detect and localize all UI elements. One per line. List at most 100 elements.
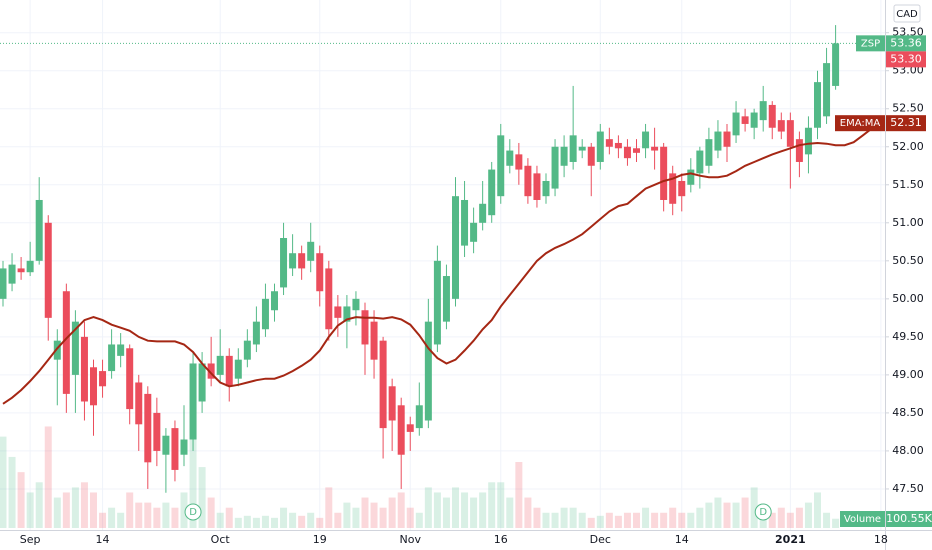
volume-bar: [795, 507, 803, 528]
volume-bar: [651, 512, 659, 528]
volume-layer: [0, 396, 840, 528]
candle-body: [551, 146, 559, 189]
candle-body: [35, 199, 43, 261]
volume-bar: [578, 512, 586, 528]
candle-body: [442, 276, 450, 322]
candle-body: [162, 435, 170, 455]
volume-bar: [633, 512, 640, 528]
volume-bar: [379, 507, 387, 528]
candle-body: [126, 348, 134, 410]
candle-body: [298, 253, 306, 269]
volume-bar: [0, 436, 7, 528]
volume-bar: [135, 502, 143, 528]
candle-body: [415, 405, 423, 429]
candle-body: [379, 340, 387, 429]
volume-bar: [768, 512, 776, 528]
volume-bar: [53, 497, 61, 528]
volume-bar: [723, 502, 731, 528]
volume-bar: [623, 512, 631, 528]
price-tag-value: 52.31: [890, 116, 922, 129]
candle-body: [53, 340, 61, 360]
volume-bar: [832, 518, 840, 528]
volume-bar: [461, 492, 469, 528]
candle-body: [623, 146, 631, 159]
candle-body: [171, 428, 179, 470]
volume-bar: [814, 492, 821, 528]
volume-bar: [80, 482, 88, 528]
candle-body: [470, 222, 478, 242]
candle-body: [99, 371, 107, 387]
volume-bar: [126, 492, 134, 528]
candle-body: [225, 355, 233, 387]
candle-body: [605, 139, 613, 147]
candle-body: [687, 169, 695, 185]
candle-body: [433, 260, 441, 345]
volume-bar: [415, 512, 423, 528]
volume-bar: [605, 512, 613, 528]
candle-body: [370, 321, 378, 360]
volume-bar: [614, 515, 622, 528]
candle-body: [768, 104, 776, 128]
volume-bar: [117, 512, 125, 528]
volume-bar: [252, 517, 260, 528]
candle-body: [804, 127, 812, 155]
candle-body: [180, 439, 188, 455]
volume-bar: [198, 467, 206, 528]
candle-body: [732, 112, 740, 136]
volume-bar: [452, 487, 459, 528]
candle-body: [461, 199, 469, 246]
candle-body: [633, 148, 640, 153]
dividend-marker: [184, 503, 202, 521]
candle-body: [361, 310, 369, 345]
volume-bar: [17, 472, 25, 528]
candle-body: [325, 268, 333, 330]
candle-body: [614, 142, 622, 149]
x-tick-label: 18: [874, 533, 888, 546]
volume-bar: [44, 426, 52, 528]
price-tag-box: [886, 115, 926, 132]
volume-bar: [732, 502, 740, 528]
volume-bar: [551, 512, 559, 528]
volume-bar: [171, 507, 179, 528]
candle-body: [153, 412, 161, 451]
volume-bar: [26, 492, 34, 528]
x-tick-label: 14: [675, 533, 689, 546]
candle-body: [533, 173, 541, 200]
candle-body: [216, 355, 224, 375]
volume-bar: [479, 492, 487, 528]
candle-body: [660, 146, 668, 200]
volume-bar: [533, 507, 541, 528]
candle-body: [108, 344, 116, 372]
volume-bar: [343, 502, 351, 528]
volume-bar: [289, 512, 297, 528]
volume-bar: [642, 507, 650, 528]
x-tick-label: 2021: [775, 533, 806, 546]
volume-bar: [515, 462, 523, 528]
candle-body: [832, 43, 840, 86]
candle-body: [17, 268, 25, 273]
volume-bar: [352, 507, 360, 528]
volume-bar: [705, 502, 713, 528]
candle-body: [307, 241, 315, 261]
dividend-label: D: [759, 507, 767, 518]
candle-body: [560, 146, 568, 166]
volume-bar: [786, 512, 794, 528]
volume-bar: [823, 512, 831, 528]
price-tag-name: EMA:MA: [840, 118, 881, 129]
candle-body: [488, 169, 496, 216]
volume-bar: [261, 515, 269, 528]
price-tag-box: [886, 51, 926, 68]
volume-bar: [243, 515, 251, 528]
volume-bar: [397, 492, 405, 528]
y-tick-label: 48.50: [892, 406, 924, 419]
y-tick-label: 47.50: [892, 482, 924, 495]
candle-body: [243, 340, 251, 360]
y-tick-label: 50.50: [892, 254, 924, 267]
x-tick-label: Oct: [211, 533, 231, 546]
candle-body: [406, 424, 414, 432]
price-tag-value: 53.36: [890, 36, 922, 49]
candle-body: [515, 154, 523, 170]
y-tick-label: 49.50: [892, 330, 924, 343]
volume-bar: [62, 492, 70, 528]
